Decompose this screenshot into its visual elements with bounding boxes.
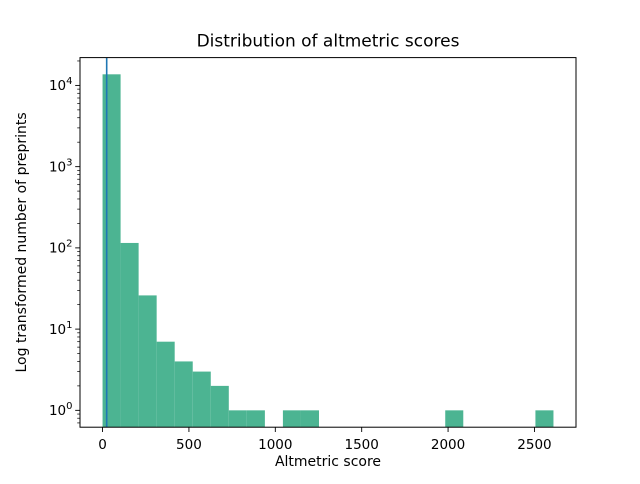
y-tick-label: 104 [49,76,73,94]
histogram-bar [138,295,157,428]
y-tick-label: 102 [49,239,73,257]
y-tick-label: 103 [49,157,73,175]
x-tick-label: 2000 [431,437,465,453]
x-tick-label: 2500 [517,437,551,453]
histogram-bar [120,242,139,428]
x-tick-label: 1000 [258,437,292,453]
histogram-bars [102,74,554,428]
histogram-bar [445,410,464,428]
plot-border [79,57,577,428]
histogram-bar [535,410,554,428]
x-tick-label: 1500 [345,437,379,453]
histogram-bar [102,74,121,428]
y-tick-label: 100 [49,401,73,419]
chart-title: Distribution of altmetric scores [197,32,460,52]
histogram-bar [192,371,211,428]
x-axis-label: Altmetric score [275,454,381,470]
histogram-bar [300,410,319,428]
histogram-bar [282,410,301,428]
x-tick-label: 500 [176,437,202,453]
y-tick-label: 101 [49,320,73,338]
histogram-bar [210,385,229,428]
histogram-bar [228,410,247,428]
y-axis-ticks: 100 101 102 103 104 [49,60,80,424]
histogram-bar [174,361,193,428]
y-axis-label: Log transformed number of preprints [14,112,30,372]
histogram-bar [156,341,175,428]
x-axis-ticks: 0 500 1000 1500 2000 2500 [98,427,552,453]
histogram-bar [246,410,265,428]
x-tick-label: 0 [98,437,107,453]
